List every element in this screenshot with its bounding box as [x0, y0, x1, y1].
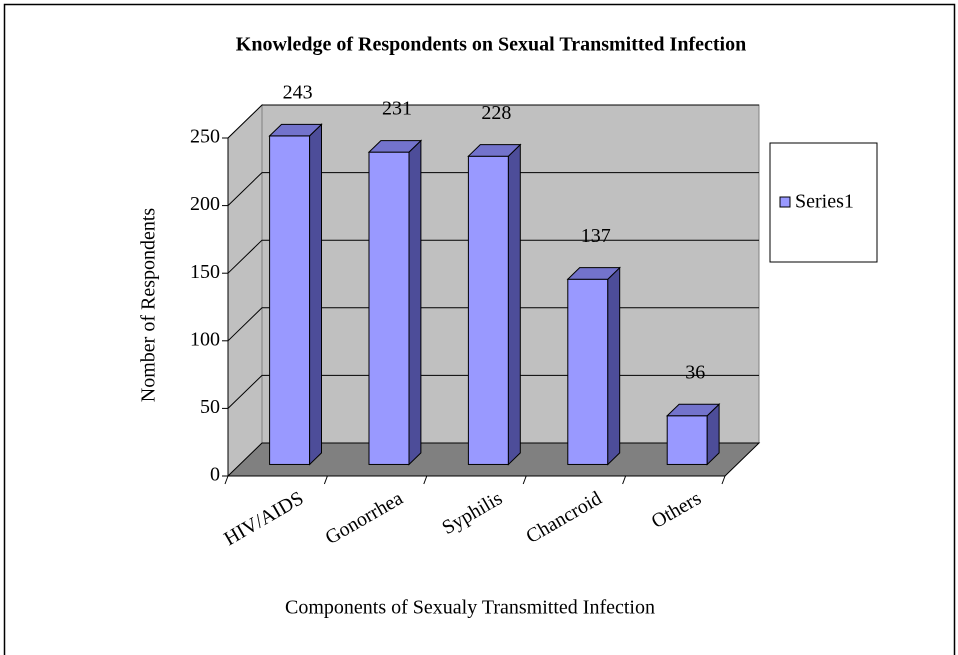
bar-top	[268, 123, 323, 137]
side-wall	[227, 103, 263, 478]
grid-line	[227, 104, 759, 139]
bar-top	[566, 267, 621, 280]
x-tick	[323, 475, 328, 485]
bar-side	[607, 266, 621, 466]
data-label: 243	[283, 82, 313, 104]
data-label: 231	[382, 98, 412, 120]
legend-label: Series1	[795, 191, 854, 213]
y-tick-label: 0	[210, 464, 220, 486]
y-tick-label: 150	[190, 261, 220, 283]
bar-front	[467, 155, 509, 465]
bar-top	[467, 144, 522, 157]
bar-front	[666, 415, 708, 465]
data-label: 228	[481, 102, 511, 124]
y-tick-label: 200	[190, 193, 220, 215]
bar-side	[309, 123, 322, 466]
grid-line	[227, 172, 759, 206]
x-tick	[423, 475, 428, 485]
bar-top	[367, 140, 423, 153]
bar-side	[507, 143, 521, 466]
bar-side	[408, 139, 422, 466]
data-label: 137	[581, 225, 611, 247]
x-tick	[622, 475, 627, 485]
x-tick	[522, 475, 527, 485]
x-tick	[721, 475, 726, 485]
bar-front	[269, 135, 311, 465]
bar-front	[567, 278, 609, 465]
y-axis-title: Nomber of Respondents	[138, 208, 160, 403]
grid-line	[227, 239, 759, 274]
legend-swatch	[779, 196, 791, 208]
y-tick-label: 100	[190, 328, 220, 350]
x-tick	[224, 475, 229, 485]
chart-border	[3, 3, 956, 655]
y-tick-label: 50	[200, 396, 220, 418]
bar-front	[368, 151, 410, 465]
chart-title: Knowledge of Respondents on Sexual Trans…	[236, 34, 746, 56]
bar-top	[665, 403, 721, 417]
y-tick-label: 250	[190, 126, 220, 148]
x-axis-title: Components of Sexualy Transmitted Infect…	[285, 597, 655, 619]
data-label: 36	[685, 361, 705, 383]
